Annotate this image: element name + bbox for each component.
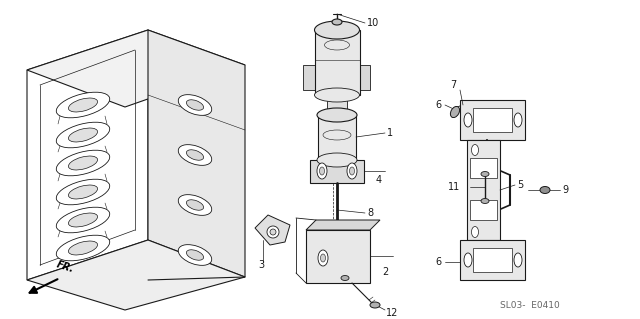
Text: 6: 6 bbox=[435, 257, 441, 267]
Ellipse shape bbox=[314, 88, 360, 102]
Ellipse shape bbox=[481, 172, 489, 176]
Ellipse shape bbox=[68, 213, 97, 227]
Ellipse shape bbox=[56, 122, 109, 148]
Text: 1: 1 bbox=[387, 128, 393, 138]
Ellipse shape bbox=[68, 98, 97, 112]
Text: SL03-  E0410: SL03- E0410 bbox=[500, 300, 560, 309]
Polygon shape bbox=[460, 240, 525, 280]
Text: 4: 4 bbox=[376, 175, 382, 185]
Ellipse shape bbox=[370, 302, 380, 308]
Text: 9: 9 bbox=[562, 185, 568, 195]
Polygon shape bbox=[327, 95, 347, 115]
Ellipse shape bbox=[472, 145, 479, 155]
Text: 11: 11 bbox=[448, 182, 460, 192]
Ellipse shape bbox=[68, 241, 97, 255]
Ellipse shape bbox=[68, 156, 97, 170]
Polygon shape bbox=[473, 248, 512, 272]
Ellipse shape bbox=[56, 179, 109, 205]
Ellipse shape bbox=[514, 253, 522, 267]
Polygon shape bbox=[470, 200, 497, 220]
Text: 10: 10 bbox=[367, 18, 380, 28]
Ellipse shape bbox=[540, 187, 550, 194]
Ellipse shape bbox=[56, 207, 109, 233]
Polygon shape bbox=[470, 158, 497, 178]
Ellipse shape bbox=[56, 235, 109, 261]
Polygon shape bbox=[315, 30, 360, 95]
Ellipse shape bbox=[56, 92, 109, 118]
Polygon shape bbox=[27, 30, 148, 280]
Ellipse shape bbox=[318, 250, 328, 266]
Text: 5: 5 bbox=[517, 180, 524, 190]
Ellipse shape bbox=[56, 150, 109, 176]
Ellipse shape bbox=[186, 200, 204, 210]
Ellipse shape bbox=[317, 153, 357, 167]
Ellipse shape bbox=[186, 150, 204, 160]
Ellipse shape bbox=[464, 253, 472, 267]
Polygon shape bbox=[148, 30, 245, 277]
Polygon shape bbox=[27, 240, 245, 310]
Text: FR.: FR. bbox=[55, 259, 76, 274]
Ellipse shape bbox=[317, 108, 357, 122]
Ellipse shape bbox=[317, 163, 327, 179]
Polygon shape bbox=[358, 65, 370, 90]
Ellipse shape bbox=[267, 226, 279, 238]
Ellipse shape bbox=[451, 107, 460, 118]
Ellipse shape bbox=[179, 145, 212, 165]
Polygon shape bbox=[303, 65, 315, 90]
Polygon shape bbox=[306, 230, 370, 283]
Ellipse shape bbox=[179, 195, 212, 215]
Polygon shape bbox=[473, 108, 512, 132]
Ellipse shape bbox=[314, 21, 360, 39]
Text: 8: 8 bbox=[367, 208, 373, 218]
Ellipse shape bbox=[179, 95, 212, 115]
Text: 7: 7 bbox=[450, 80, 456, 90]
Ellipse shape bbox=[270, 229, 276, 235]
Text: 3: 3 bbox=[258, 260, 264, 270]
Text: 6: 6 bbox=[435, 100, 441, 110]
Ellipse shape bbox=[68, 128, 97, 142]
Ellipse shape bbox=[68, 185, 97, 199]
Ellipse shape bbox=[332, 19, 342, 25]
Text: 12: 12 bbox=[386, 308, 398, 318]
Ellipse shape bbox=[514, 113, 522, 127]
Ellipse shape bbox=[472, 226, 479, 238]
Polygon shape bbox=[460, 100, 525, 140]
Ellipse shape bbox=[186, 100, 204, 110]
Polygon shape bbox=[310, 160, 364, 183]
Polygon shape bbox=[306, 220, 380, 230]
Ellipse shape bbox=[481, 198, 489, 204]
Polygon shape bbox=[255, 215, 290, 245]
Ellipse shape bbox=[319, 167, 324, 175]
Ellipse shape bbox=[179, 245, 212, 265]
Ellipse shape bbox=[349, 167, 355, 175]
Ellipse shape bbox=[186, 250, 204, 260]
Text: 2: 2 bbox=[382, 267, 388, 277]
Ellipse shape bbox=[321, 254, 326, 262]
Ellipse shape bbox=[347, 163, 357, 179]
Polygon shape bbox=[27, 30, 245, 107]
Ellipse shape bbox=[341, 276, 349, 280]
Polygon shape bbox=[467, 140, 500, 240]
Polygon shape bbox=[318, 115, 356, 160]
Ellipse shape bbox=[464, 113, 472, 127]
